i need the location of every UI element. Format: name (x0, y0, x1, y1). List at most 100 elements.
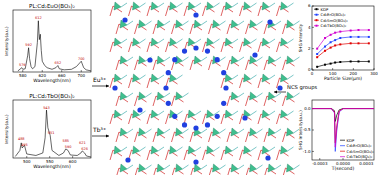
bond (183, 129, 189, 133)
bond (257, 93, 263, 97)
polyhedron (157, 128, 164, 136)
polyhedron (287, 20, 294, 28)
bond (246, 96, 249, 106)
polyhedron (262, 110, 269, 118)
polyhedron (170, 2, 177, 10)
polyhedron (244, 2, 251, 10)
structure-label: Eu³⁺ (93, 76, 106, 83)
polyhedron (207, 38, 214, 46)
series-line (317, 61, 369, 66)
x-tick-label: 300 (370, 71, 378, 76)
bond (221, 78, 224, 88)
bond (110, 150, 113, 160)
marker (368, 36, 370, 38)
polyhedron (244, 74, 251, 82)
legend-swatch (340, 145, 345, 146)
y-tick (312, 130, 314, 131)
marker (324, 64, 326, 66)
bond (110, 114, 113, 124)
bond (221, 114, 224, 124)
bond (164, 57, 170, 61)
peak-label: 626 (81, 147, 88, 151)
polyhedron (133, 2, 140, 10)
bond (258, 42, 261, 52)
bond (232, 75, 238, 79)
polyhedron (157, 20, 164, 28)
y-tick (312, 70, 314, 71)
bond (269, 39, 275, 43)
bond (246, 168, 249, 175)
polyhedron (139, 56, 146, 64)
bond (258, 6, 261, 16)
atom (221, 101, 226, 106)
bond (140, 3, 146, 7)
bond (166, 42, 169, 52)
polyhedron (114, 2, 121, 10)
bond (166, 150, 169, 160)
atom (163, 85, 168, 90)
bond (264, 60, 267, 70)
bond (288, 3, 294, 7)
atom (112, 85, 117, 90)
polyhedron (281, 74, 288, 82)
polyhedron (176, 92, 183, 100)
bond (288, 75, 294, 79)
bond (294, 93, 300, 97)
series-line (312, 109, 374, 148)
legend-swatch (314, 20, 319, 21)
bond (147, 42, 150, 52)
bond (209, 168, 212, 175)
y-tick-label: 0 (308, 67, 311, 72)
bond (147, 78, 150, 88)
bond (135, 60, 138, 70)
polyhedron (139, 128, 146, 136)
polyhedron (287, 56, 294, 64)
bond (140, 147, 146, 151)
x-axis-label: Particle Size(μm) (324, 76, 362, 81)
bond (184, 6, 187, 16)
atom (147, 57, 152, 62)
polyhedron (231, 20, 238, 28)
x-axis-label: Wavelength(nm) (33, 78, 71, 83)
bond (227, 60, 230, 70)
legend-marker (316, 19, 318, 21)
bond (177, 3, 183, 7)
bond (164, 21, 170, 25)
bond (269, 3, 275, 7)
polyhedron (207, 146, 214, 154)
polyhedron (213, 56, 220, 64)
bond (214, 3, 220, 7)
y-axis-label: SHG Intensity (298, 23, 303, 52)
bond (146, 93, 152, 97)
chart-panel: 580620660700Wavelength(nm)Intensity(a.u.… (4, 3, 91, 84)
bond (269, 147, 275, 151)
legend-swatch (314, 25, 319, 26)
y-tick-label: 2 (308, 46, 311, 51)
x-tick (72, 156, 73, 158)
series-line (312, 109, 374, 152)
atom (277, 85, 282, 90)
bond (195, 3, 201, 7)
figure: Eu³⁺Tb³⁺NCS groups580620660700Wavelength… (0, 0, 378, 175)
atom (215, 114, 220, 119)
bond (153, 96, 156, 106)
legend-marker (316, 14, 318, 16)
atom (267, 19, 272, 24)
bond (275, 129, 281, 133)
bond (257, 21, 263, 25)
bond (195, 39, 201, 43)
legend-swatch (340, 156, 345, 157)
plot-frame (13, 100, 91, 158)
bond (177, 111, 183, 115)
legend-swatch (314, 14, 319, 15)
legend-label: Cd₂TbO(BO₃)₂ (321, 23, 347, 28)
x-tick (81, 70, 82, 72)
legend-label: KDP (321, 7, 329, 12)
marker (358, 42, 360, 44)
bond (110, 6, 113, 16)
peak-label: 612 (35, 16, 42, 20)
x-tick-label: 0.0003 (359, 161, 373, 166)
y-axis-label: Intensity(a.u.) (4, 26, 9, 56)
atom (205, 48, 210, 53)
polyhedron (262, 2, 269, 10)
